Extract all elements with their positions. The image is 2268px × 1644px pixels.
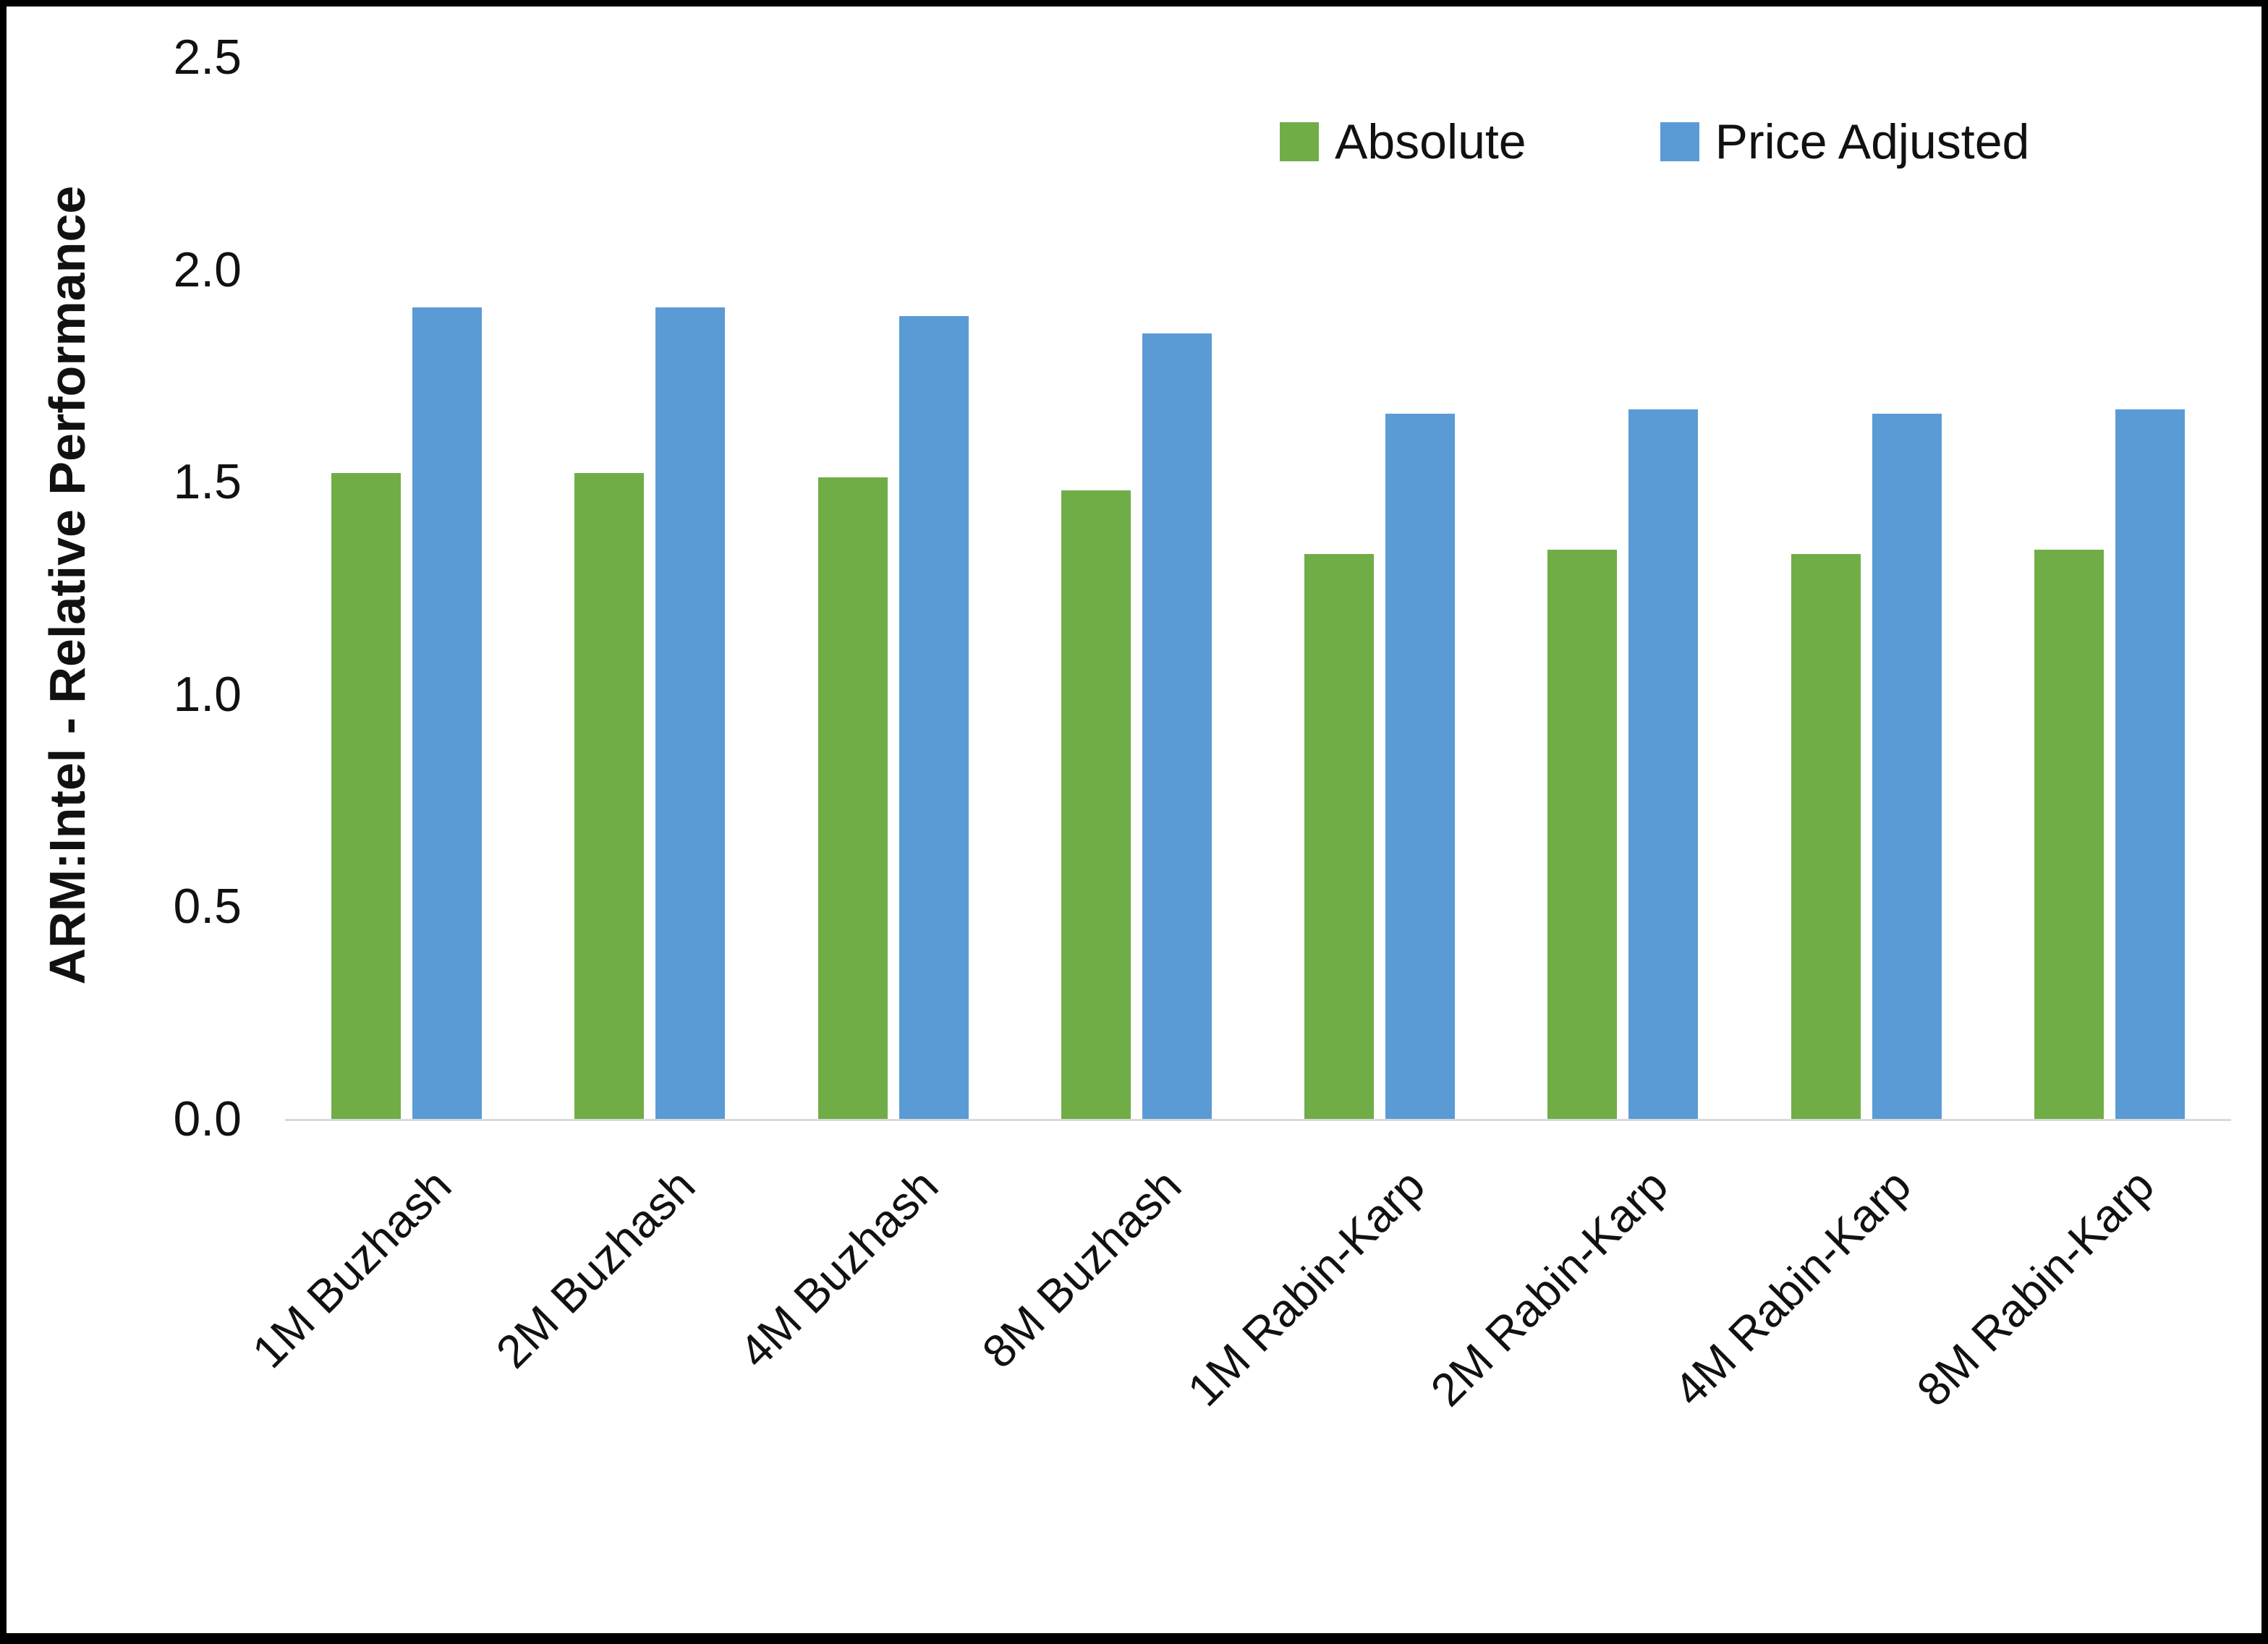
bar-absolute [2034, 550, 2104, 1119]
y-tick-label: 2.0 [173, 242, 242, 297]
bar-absolute [817, 477, 888, 1119]
x-axis-line [285, 1119, 2231, 1121]
bar-absolute [331, 473, 402, 1119]
bar-absolute [574, 473, 645, 1119]
bar-price-adjusted [1872, 414, 1942, 1119]
x-tick-label: 8M Rabin-Karp [1907, 1159, 2165, 1416]
y-tick-label: 2.5 [173, 30, 242, 85]
x-tick-label: 2M Rabin-Karp [1420, 1159, 1678, 1416]
legend: Absolute Price Adjusted [1280, 114, 2029, 170]
y-tick-label: 1.0 [173, 666, 242, 722]
legend-swatch-absolute [1280, 122, 1319, 161]
bar-absolute [1304, 554, 1375, 1119]
bar-absolute [1791, 554, 1861, 1119]
legend-swatch-price-adjusted [1660, 122, 1699, 161]
x-tick-label: 1M Buzhash [242, 1159, 462, 1379]
legend-label: Absolute [1335, 114, 1526, 169]
bar-price-adjusted [899, 316, 969, 1119]
bar-price-adjusted [1142, 333, 1212, 1119]
bar-price-adjusted [1628, 409, 1699, 1119]
x-tick-label: 1M Rabin-Karp [1177, 1159, 1435, 1416]
bar-absolute [1061, 490, 1131, 1119]
y-tick-label: 0.5 [173, 879, 242, 934]
x-tick-label: 2M Buzhash [485, 1159, 705, 1379]
x-tick-label: 4M Rabin-Karp [1663, 1159, 1921, 1416]
legend-item-price-adjusted: Price Adjusted [1660, 114, 2030, 170]
legend-item-absolute: Absolute [1280, 114, 1526, 170]
legend-label: Price Adjusted [1715, 114, 2030, 169]
bar-price-adjusted [1385, 414, 1456, 1119]
x-tick-label: 4M Buzhash [729, 1159, 948, 1379]
bar-price-adjusted [412, 307, 483, 1119]
x-tick-label: 8M Buzhash [972, 1159, 1192, 1379]
bar-price-adjusted [655, 307, 726, 1119]
y-axis-title: ARM:Intel - Relative Performance [39, 185, 95, 985]
y-tick-label: 1.5 [173, 454, 242, 510]
y-tick-label: 0.0 [173, 1091, 242, 1146]
bar-price-adjusted [2115, 409, 2185, 1119]
bar-absolute [1547, 550, 1618, 1119]
